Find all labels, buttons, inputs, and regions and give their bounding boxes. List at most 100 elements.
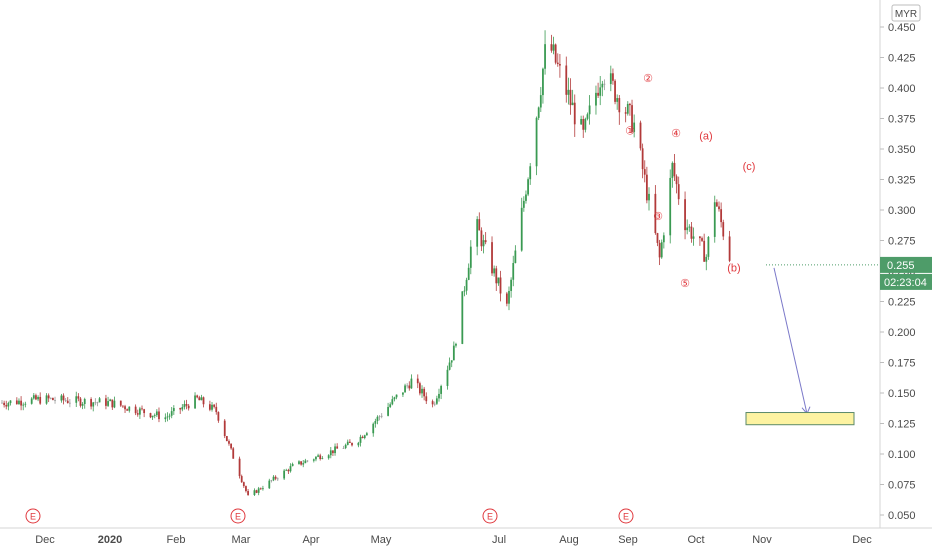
projection-arrow-line[interactable] <box>773 267 808 414</box>
candle <box>469 240 472 275</box>
candle-body <box>565 65 568 95</box>
candle-body <box>274 476 277 479</box>
earnings-marker[interactable]: E <box>482 508 498 524</box>
candle <box>202 396 205 408</box>
candle-body <box>525 194 527 201</box>
candle-body <box>225 436 228 442</box>
candle <box>376 415 379 425</box>
candle-body <box>151 415 154 418</box>
candle <box>433 401 436 407</box>
earnings-marker-label: E <box>235 512 241 522</box>
candle <box>448 357 451 371</box>
target-zone-box[interactable] <box>745 412 855 426</box>
candle <box>361 435 364 439</box>
candle <box>440 384 443 400</box>
candle-body <box>556 62 559 65</box>
candle-body <box>639 122 642 149</box>
candle-body <box>544 44 546 69</box>
candle-body <box>660 242 663 258</box>
candle <box>493 265 496 277</box>
candle-body <box>257 488 260 493</box>
candle <box>497 277 500 286</box>
candle-body <box>588 105 591 115</box>
candle <box>535 116 538 176</box>
candle-body <box>582 119 585 130</box>
earnings-marker-label: E <box>30 512 36 522</box>
currency-box[interactable] <box>891 4 921 22</box>
candle-body <box>559 64 561 66</box>
candle-body <box>90 399 92 407</box>
candle <box>83 397 86 409</box>
candle-body <box>512 263 515 280</box>
wave-label: ① <box>625 126 635 138</box>
candle-body <box>346 441 349 445</box>
plot-area[interactable] <box>0 0 880 528</box>
candle <box>181 404 184 412</box>
candle-body <box>1 402 3 404</box>
candle <box>198 395 201 401</box>
candle <box>283 469 286 481</box>
candle-body <box>573 102 576 125</box>
candle <box>332 450 334 457</box>
candle-body <box>378 416 381 418</box>
candle-body <box>83 399 86 405</box>
candle-body <box>658 242 661 258</box>
candle-body <box>302 463 305 465</box>
candle-body <box>527 179 529 195</box>
candle <box>671 161 674 188</box>
candle-body <box>603 83 606 85</box>
candle <box>158 407 160 423</box>
y-tick-label: 0.375 <box>888 114 916 126</box>
candle <box>452 341 455 361</box>
earnings-marker[interactable]: E <box>25 508 41 524</box>
candle <box>629 102 631 116</box>
candle-body <box>155 411 158 416</box>
candle <box>64 398 67 403</box>
earnings-marker[interactable]: E <box>230 508 246 524</box>
candle <box>298 460 300 465</box>
candle <box>552 36 555 55</box>
candle <box>183 400 186 410</box>
candle <box>79 396 82 408</box>
candle <box>588 95 591 125</box>
candle-body <box>431 401 434 405</box>
y-tick-label: 0.200 <box>888 327 916 339</box>
candle <box>467 263 470 281</box>
earnings-marker[interactable]: E <box>618 508 634 524</box>
candle <box>455 342 457 348</box>
candle-body <box>276 478 279 480</box>
x-axis-label: Jul <box>492 534 506 546</box>
candle <box>718 201 720 212</box>
candle-body <box>699 236 701 239</box>
candle <box>75 391 78 407</box>
candle <box>196 394 199 399</box>
candle <box>395 394 398 400</box>
y-tick-label: 0.450 <box>888 22 916 34</box>
candle <box>372 422 375 437</box>
candle-body <box>179 408 182 410</box>
candle-body <box>713 202 716 237</box>
x-axis-label: Dec <box>852 534 872 546</box>
candle <box>595 85 597 115</box>
y-tick-label: 0.175 <box>888 358 916 370</box>
candle <box>94 398 97 406</box>
candle <box>508 286 510 311</box>
candle <box>556 53 559 67</box>
x-axis-label: Oct <box>687 534 704 546</box>
candle-body <box>183 404 186 408</box>
candle-body <box>703 240 706 262</box>
candle-body <box>259 488 262 490</box>
candle <box>232 447 235 459</box>
candle <box>514 245 517 264</box>
candle <box>374 418 377 428</box>
candle <box>228 439 230 446</box>
candle <box>22 402 25 411</box>
candle-body <box>599 87 602 96</box>
candle-body <box>508 290 510 304</box>
candle-body <box>418 383 421 394</box>
candle-body <box>438 393 440 399</box>
candle-body <box>393 397 396 400</box>
candle-body <box>372 423 375 434</box>
candle-body <box>96 402 99 404</box>
